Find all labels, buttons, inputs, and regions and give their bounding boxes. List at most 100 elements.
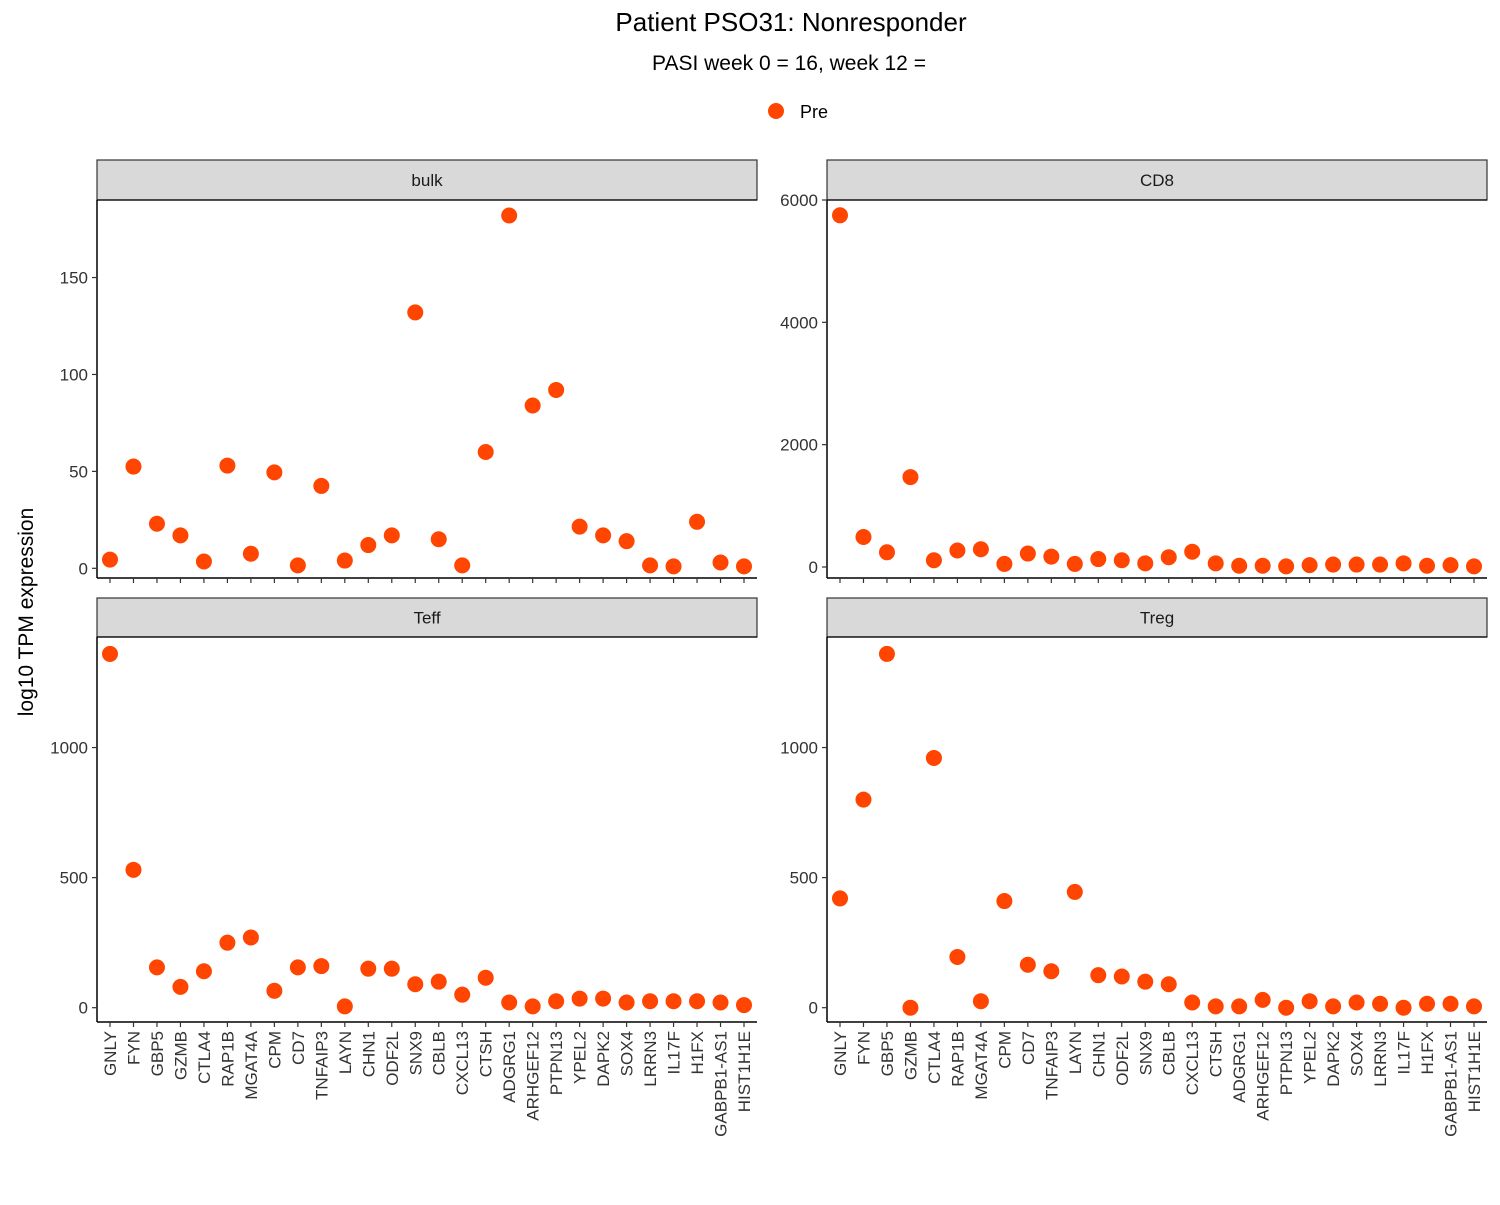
y-tick-label: 2000 — [780, 436, 818, 455]
panels-layer: bulk 0 50 100 150 CD8 0 2000 4000 6000 Teff 0 500 100… — [50, 159, 1488, 1137]
x-tick-label: CTLA4 — [925, 1031, 944, 1084]
data-point — [524, 397, 541, 414]
data-point — [430, 531, 447, 548]
x-tick-label: CPM — [995, 1031, 1014, 1069]
legend-marker — [768, 103, 784, 119]
chart-subtitle: PASI week 0 = 16, week 12 = — [652, 52, 926, 75]
y-tick-label: 0 — [809, 999, 818, 1018]
data-point — [313, 477, 330, 494]
legend: Pre — [768, 102, 828, 122]
data-point — [454, 986, 471, 1003]
x-tick-label: GBP5 — [878, 1031, 897, 1076]
data-point — [1301, 993, 1318, 1010]
x-tick-label: GBP5 — [148, 1031, 167, 1076]
data-point — [665, 993, 682, 1010]
x-tick-label: IL17F — [665, 1031, 684, 1074]
data-point — [1254, 991, 1271, 1008]
data-point — [524, 998, 541, 1015]
x-tick-label: DAPK2 — [594, 1031, 613, 1087]
data-point — [1043, 548, 1060, 565]
data-point — [242, 929, 259, 946]
data-point — [407, 976, 424, 993]
data-point — [313, 958, 330, 975]
x-tick-label: TNFAIP3 — [312, 1031, 331, 1100]
x-tick-label: SNX9 — [406, 1031, 425, 1075]
x-tick-label: GNLY — [101, 1031, 120, 1076]
data-point — [289, 557, 306, 574]
x-tick-label: CD7 — [289, 1031, 308, 1065]
x-tick-label: CBLB — [1160, 1031, 1179, 1075]
data-point — [1113, 968, 1130, 985]
data-point — [1090, 551, 1107, 568]
panel-cd8: CD8 0 2000 4000 6000 — [780, 159, 1488, 583]
data-point — [219, 457, 236, 474]
data-point — [102, 551, 118, 568]
x-tick-label: CTSH — [477, 1031, 496, 1077]
x-tick-label: ADGRG1 — [500, 1031, 519, 1103]
x-tick-label: GZMB — [901, 1031, 920, 1080]
data-point — [148, 959, 165, 976]
x-tick-label: FYN — [124, 1031, 143, 1065]
data-point — [383, 527, 400, 544]
x-tick-label: YPEL2 — [571, 1031, 590, 1084]
data-point — [618, 533, 635, 550]
data-point — [1419, 995, 1436, 1012]
data-point — [618, 994, 635, 1011]
x-tick-label: CTLA4 — [195, 1031, 214, 1084]
data-point — [195, 553, 212, 570]
data-point — [595, 990, 612, 1007]
data-point — [925, 749, 942, 766]
data-point — [736, 558, 752, 575]
x-tick-label: ADGRG1 — [1230, 1031, 1249, 1103]
y-tick-label: 150 — [60, 269, 88, 288]
data-point — [1254, 557, 1271, 574]
data-point — [1419, 557, 1436, 574]
data-point — [689, 993, 706, 1010]
data-point — [1395, 555, 1412, 572]
data-point — [1325, 556, 1342, 573]
panel-strip-label: Teff — [413, 609, 440, 628]
data-point — [902, 999, 919, 1016]
data-point — [501, 207, 518, 224]
data-point — [1301, 557, 1318, 574]
data-point — [266, 982, 283, 999]
y-axis-label: log10 TPM expression — [15, 508, 38, 717]
data-point — [832, 207, 848, 224]
x-tick-label: CD7 — [1019, 1031, 1038, 1065]
data-point — [902, 469, 919, 486]
data-point — [336, 998, 353, 1015]
x-tick-label: ARHGEF12 — [1254, 1031, 1273, 1121]
data-point — [195, 963, 212, 980]
data-point — [949, 542, 966, 559]
y-tick-label: 1000 — [780, 739, 818, 758]
panel-strip-label: CD8 — [1140, 171, 1174, 190]
data-point — [477, 444, 494, 460]
data-point — [1160, 976, 1177, 993]
data-point — [736, 997, 752, 1014]
data-point — [1348, 556, 1365, 573]
data-point — [642, 557, 659, 574]
x-tick-label: TNFAIP3 — [1042, 1031, 1061, 1100]
data-point — [1372, 995, 1389, 1012]
data-point — [689, 513, 706, 530]
x-tick-label: RAP1B — [218, 1031, 237, 1087]
data-point — [1278, 558, 1295, 575]
data-point — [972, 541, 989, 558]
x-tick-label: ARHGEF12 — [524, 1031, 543, 1121]
x-tick-label: CXCL13 — [1183, 1031, 1202, 1095]
x-tick-label: LRRN3 — [641, 1031, 660, 1087]
data-point — [855, 791, 872, 808]
data-point — [925, 552, 942, 569]
data-point — [1372, 556, 1389, 573]
data-point — [1466, 998, 1482, 1015]
panel-strip-label: Treg — [1140, 609, 1174, 628]
data-point — [477, 969, 494, 986]
data-point — [383, 960, 400, 977]
data-point — [501, 994, 518, 1011]
x-tick-label: CPM — [265, 1031, 284, 1069]
panel-strip — [96, 597, 758, 638]
data-point — [595, 527, 612, 544]
data-point — [1137, 555, 1154, 572]
data-point — [571, 518, 588, 535]
